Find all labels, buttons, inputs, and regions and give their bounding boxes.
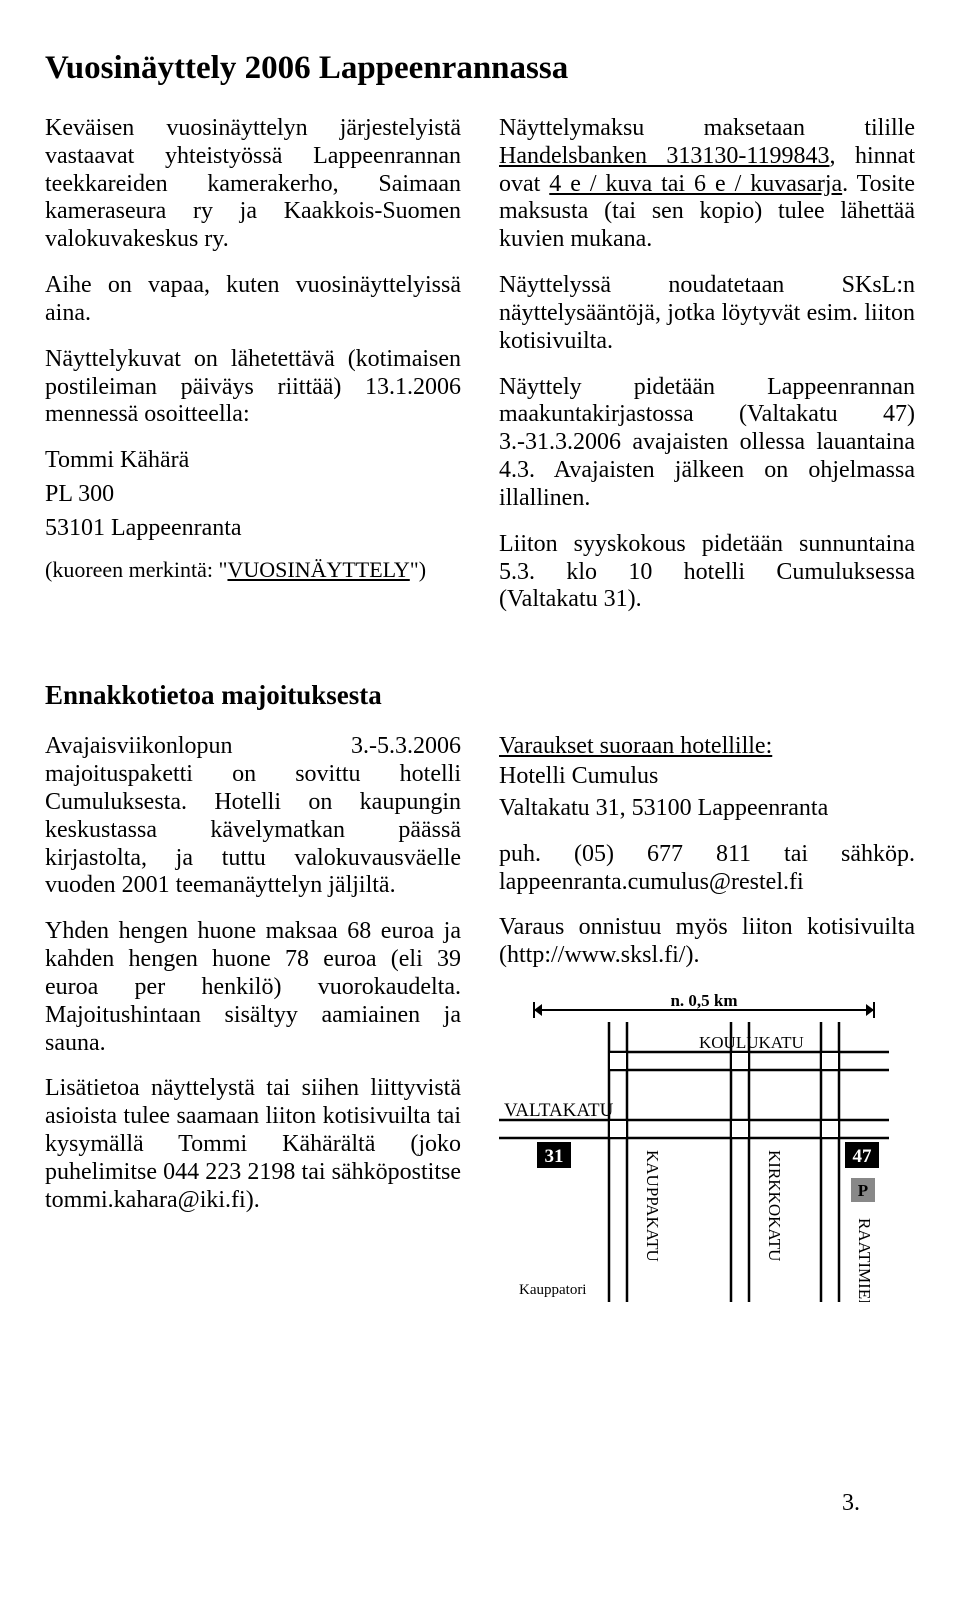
addr-city: 53101 Lappeenranta — [45, 515, 461, 543]
s1r-p1-u1: Handelsbanken 313130-1199843 — [499, 143, 830, 169]
booking-heading: Varaukset suoraan hotellille: — [499, 733, 915, 761]
hotel-web: Varaus onnistuu myös liiton kotisivuilta… — [499, 914, 915, 970]
map-distance: n. 0,5 km — [670, 992, 737, 1010]
section-2: Avajaisviikonlopun 3.-5.3.2006 majoitusp… — [45, 733, 915, 1307]
s1l-p3: Näyttelykuvat on lähetettävä (kotimaisen… — [45, 346, 461, 429]
s1r-p3: Näyttely pidetään Lappeenrannan maakunta… — [499, 374, 915, 513]
section-2-left: Avajaisviikonlopun 3.-5.3.2006 majoitusp… — [45, 733, 461, 1307]
page-title: Vuosinäyttely 2006 Lappeenrannassa — [45, 50, 915, 87]
envelope-note: (kuoreen merkintä: "VUOSINÄYTTELY") — [45, 557, 461, 583]
map-square: Kauppatori — [519, 1282, 586, 1298]
note-pre: (kuoreen merkintä: " — [45, 557, 227, 582]
hotel-name: Hotelli Cumulus — [499, 763, 915, 791]
section-2-right: Varaukset suoraan hotellille: Hotelli Cu… — [499, 733, 915, 1307]
booking-heading-text: Varaukset suoraan hotellille: — [499, 733, 772, 759]
map-street-v2: KIRKKOKATU — [765, 1150, 784, 1261]
s2l-p1: Avajaisviikonlopun 3.-5.3.2006 majoitusp… — [45, 733, 461, 900]
section-1-right: Näyttelymaksu maksetaan tilille Handelsb… — [499, 115, 915, 632]
map-num-left: 31 — [545, 1146, 564, 1167]
map-street-v3: RAATIMIEHENKATU — [855, 1218, 874, 1302]
s1l-p1: Keväisen vuosinäyttelyn järjestelyis­tä … — [45, 115, 461, 254]
page-number: 3. — [842, 1490, 860, 1517]
s1r-p1-pre: Näyttelymaksu maksetaan tilille — [499, 115, 915, 141]
map-street-main: VALTAKATU — [504, 1100, 614, 1121]
addr-pobox: PL 300 — [45, 481, 461, 509]
map-street-top: KOULUKATU — [699, 1033, 804, 1052]
location-map: n. 0,5 km KOULUKATU VALTAKATU — [499, 992, 889, 1302]
map-street-v1: KAUPPAKATU — [643, 1150, 662, 1262]
s1r-p2: Näyttelyssä noudatetaan SKsL:n näyttelys… — [499, 272, 915, 355]
s1r-p1: Näyttelymaksu maksetaan tilille Handelsb… — [499, 115, 915, 254]
s1l-p2: Aihe on vapaa, kuten vuosinäyt­telyissä … — [45, 272, 461, 328]
sub-heading: Ennakkotietoa majoituksesta — [45, 680, 915, 711]
section-1-left: Keväisen vuosinäyttelyn järjestelyis­tä … — [45, 115, 461, 632]
s2l-p3: Lisätietoa näyttelystä tai siihen liitty… — [45, 1075, 461, 1214]
s1r-p1-u2: 4 e / kuva tai 6 e / kuva­sarja — [549, 171, 842, 197]
hotel-addr: Valtakatu 31, 53100 Lappeenranta — [499, 795, 915, 823]
hotel-phone: puh. (05) 677 811 tai sähköp. lappeenran… — [499, 841, 915, 897]
s1r-p4: Liiton syyskokous pidetään sunnuntaina 5… — [499, 531, 915, 614]
note-post: ") — [410, 557, 426, 582]
section-1: Keväisen vuosinäyttelyn järjestelyis­tä … — [45, 115, 915, 632]
s2l-p2: Yhden hengen huone maksaa 68 euroa ja ka… — [45, 918, 461, 1057]
note-underline: VUOSINÄYTTELY — [227, 557, 409, 582]
map-num-right: 47 — [853, 1146, 873, 1167]
map-parking: P — [858, 1181, 868, 1200]
addr-name: Tommi Kähärä — [45, 447, 461, 475]
